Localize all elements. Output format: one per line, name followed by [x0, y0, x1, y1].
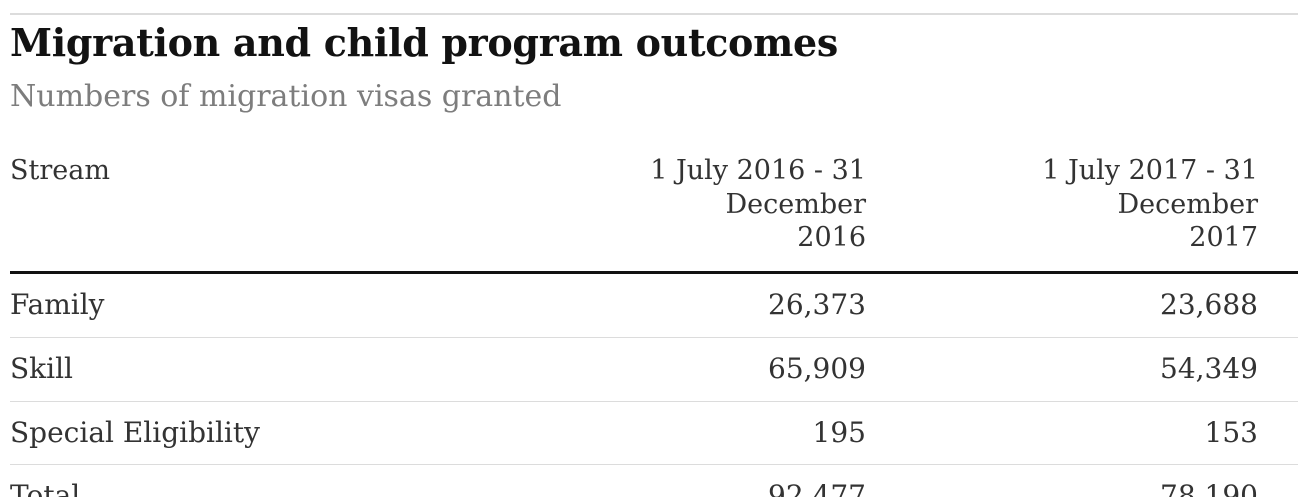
cell-value-2016: 92,477 — [514, 464, 906, 497]
page-title: Migration and child program outcomes — [10, 20, 838, 65]
column-header-period-2017: 1 July 2017 - 31 December 2017 — [906, 153, 1298, 275]
cell-value-2016: 195 — [514, 401, 906, 466]
cell-value-2016: 65,909 — [514, 337, 906, 402]
cell-stream: Skill — [10, 337, 514, 402]
table-row: Skill 65,909 54,349 — [10, 337, 1298, 402]
visas-table: Stream 1 July 2016 - 31 December 2016 1 … — [10, 153, 1298, 497]
cell-value-2016: 26,373 — [514, 272, 906, 338]
column-header-line: 1 July 2016 - 31 December — [650, 154, 866, 220]
page-subtitle: Numbers of migration visas granted — [10, 78, 562, 114]
cell-value-2017: 23,688 — [906, 272, 1298, 338]
table-row: Total 92,477 78,190 — [10, 464, 1298, 497]
chart-container: Migration and child program outcomes Num… — [10, 13, 1298, 497]
table-header-row: Stream 1 July 2016 - 31 December 2016 1 … — [10, 153, 1298, 275]
column-header-period-2016: 1 July 2016 - 31 December 2016 — [514, 153, 906, 275]
column-header-line: 2016 — [797, 222, 866, 254]
cell-stream: Special Eligibility — [10, 401, 514, 466]
table-header: Stream 1 July 2016 - 31 December 2016 1 … — [10, 153, 1298, 275]
cell-value-2017: 54,349 — [906, 337, 1298, 402]
cell-value-2017: 78,190 — [906, 464, 1298, 497]
table-row: Family 26,373 23,688 — [10, 272, 1298, 338]
cell-value-2017: 153 — [906, 401, 1298, 466]
cell-stream: Family — [10, 272, 514, 338]
column-header-line: 2017 — [1189, 222, 1258, 254]
table-body: Family 26,373 23,688 Skill 65,909 54,349… — [10, 272, 1298, 497]
column-header-stream: Stream — [10, 153, 514, 275]
cell-stream: Total — [10, 464, 514, 497]
table-row: Special Eligibility 195 153 — [10, 401, 1298, 466]
column-header-line: 1 July 2017 - 31 December — [1042, 154, 1258, 220]
